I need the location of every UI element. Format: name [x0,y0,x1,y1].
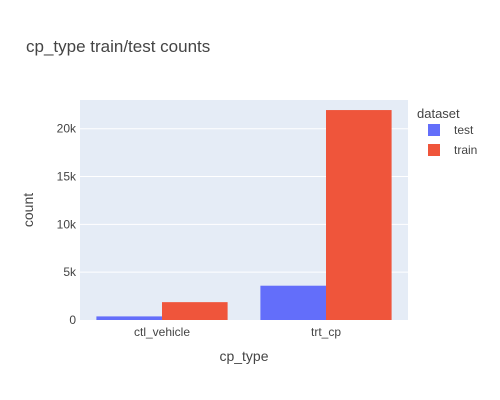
bar-test-ctl_vehicle[interactable] [96,316,162,320]
y-tick-label: 0 [69,313,76,327]
y-tick-label: 20k [57,122,77,136]
y-tick-label: 5k [63,265,77,279]
x-axis-ticks: ctl_vehicle trt_cp [134,325,341,339]
x-axis-title: cp_type [219,348,268,364]
x-tick-label: trt_cp [311,325,341,339]
x-tick-label: ctl_vehicle [134,325,190,339]
legend: dataset test train [417,106,477,157]
y-axis-title: count [20,193,36,227]
bar-train-trt_cp[interactable] [326,110,392,320]
chart-title: cp_type train/test counts [26,37,210,56]
bar-test-trt_cp[interactable] [260,285,326,320]
y-tick-label: 10k [57,217,77,231]
y-axis-ticks: 0 5k 10k 15k 20k [57,122,77,327]
legend-label-test[interactable]: test [454,123,474,137]
legend-title: dataset [417,106,460,121]
bar-train-ctl_vehicle[interactable] [162,302,228,320]
legend-swatch-test[interactable] [428,124,440,136]
legend-swatch-train[interactable] [428,144,440,156]
legend-label-train[interactable]: train [454,143,477,157]
bars [96,110,392,320]
y-tick-label: 15k [57,170,77,184]
